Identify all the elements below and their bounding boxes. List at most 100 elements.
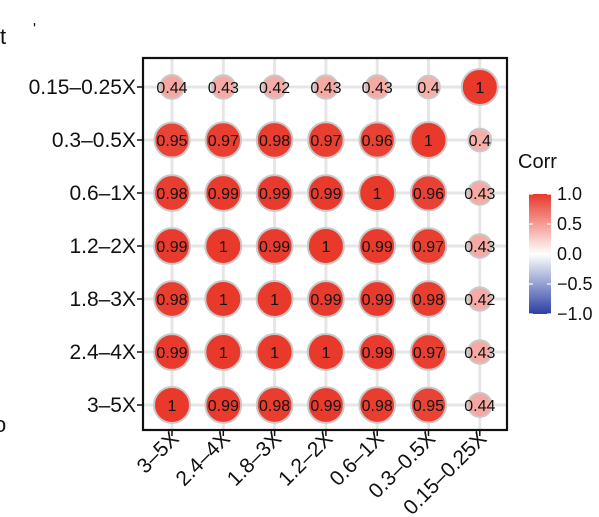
correlation-circle xyxy=(460,68,499,106)
correlation-circles xyxy=(153,68,499,424)
correlation-value-label: 0.43 xyxy=(362,80,393,97)
correlation-value-label: 0.96 xyxy=(362,133,393,150)
correlation-circle xyxy=(467,233,493,259)
correlation-circle xyxy=(358,333,397,371)
correlation-circle xyxy=(358,227,397,265)
correlation-circle xyxy=(358,280,397,318)
correlation-value-label: 0.97 xyxy=(413,345,444,362)
correlation-value-label: 0.97 xyxy=(310,133,341,150)
column-label: 1.8–3X xyxy=(223,427,286,490)
legend-tick-label: −0.5 xyxy=(557,274,593,294)
correlation-value-label: 0.99 xyxy=(362,292,393,309)
correlation-value-label: 0.99 xyxy=(362,239,393,256)
correlation-value-label: 1 xyxy=(270,292,279,309)
correlation-value-label: 0.4 xyxy=(469,133,491,150)
correlation-value-label: 0.99 xyxy=(208,398,239,415)
legend-tick-label: 0.5 xyxy=(557,214,582,234)
row-axis-labels: 0.15–0.25X 0.3–0.5X 0.6–1X 1.2–2X 1.8–3X 2.4–… xyxy=(29,76,136,417)
correlation-value-label: 0.98 xyxy=(362,398,393,415)
correlation-circle xyxy=(153,333,191,371)
column-label: 2.4–4X xyxy=(172,427,235,490)
row-label: 0.15–0.25X xyxy=(29,76,136,99)
correlation-circle xyxy=(409,227,448,265)
correlation-value-label: 0.99 xyxy=(259,186,290,203)
correlation-value-label: 0.43 xyxy=(464,345,495,362)
row-label: 1.8–3X xyxy=(69,288,136,311)
correlation-value-label: 0.97 xyxy=(208,133,239,150)
correlation-value-label: 0.98 xyxy=(259,133,290,150)
correlation-circle xyxy=(306,333,345,371)
legend-tick-label: −1.0 xyxy=(557,304,593,324)
correlation-value-label: 0.43 xyxy=(310,80,341,97)
correlation-value-label: 0.99 xyxy=(156,345,187,362)
fragment-text: o xyxy=(0,412,6,437)
column-axis-labels: 3–5X2.4–4X1.8–3X1.2–2X0.6–1X0.3–0.5X0.15… xyxy=(133,427,492,517)
correlation-circle xyxy=(306,386,345,424)
legend-tick-label: 1.0 xyxy=(557,184,582,204)
correlation-circle xyxy=(255,280,294,318)
correlation-value-label: 0.43 xyxy=(208,80,239,97)
correlation-value-label: 0.98 xyxy=(156,292,187,309)
correlation-circle xyxy=(358,174,397,212)
correlation-circle xyxy=(358,386,397,424)
row-label: 1.2–2X xyxy=(69,235,136,258)
column-axis-ticks xyxy=(171,430,481,436)
correlation-circle xyxy=(261,74,288,100)
correlation-circle xyxy=(409,121,448,159)
correlation-circle xyxy=(255,386,294,424)
correlation-circle xyxy=(204,121,243,159)
correlation-value-label: 1 xyxy=(424,133,433,150)
correlation-circle xyxy=(409,174,448,212)
correlation-circle xyxy=(467,180,493,206)
correlation-value-label: 0.42 xyxy=(464,292,495,309)
correlation-circle xyxy=(306,227,345,265)
correlation-value-label: 0.99 xyxy=(259,239,290,256)
correlation-circle xyxy=(204,333,243,371)
correlation-value-label: 1 xyxy=(475,80,484,97)
correlation-circle xyxy=(255,121,294,159)
plot-panel: 0.44 0.43 0.42 0.43 0.43 0.4 1 0.95 0.97 0.98 0.97… xyxy=(141,56,509,432)
correlation-value-label: 0.96 xyxy=(413,186,444,203)
correlation-value-label: 0.44 xyxy=(464,398,495,415)
correlation-circle xyxy=(255,174,294,212)
correlation-value-label: 1 xyxy=(219,345,228,362)
correlation-circle xyxy=(153,174,191,212)
correlation-circle xyxy=(204,227,243,265)
fragment-text: ' xyxy=(33,21,36,38)
correlation-circle xyxy=(466,392,493,418)
fragment-text: t xyxy=(0,24,6,49)
correlation-circle xyxy=(409,333,448,371)
legend: Corr 1.0 0.5 0.0 −0.5 −1.0 xyxy=(518,151,593,324)
correlation-circle xyxy=(255,333,294,371)
correlation-circle xyxy=(204,386,243,424)
legend-colorbar xyxy=(529,194,551,314)
correlation-value-label: 1 xyxy=(219,292,228,309)
correlation-value-label: 1 xyxy=(321,239,330,256)
correlation-circle xyxy=(153,386,191,424)
row-axis-ticks xyxy=(137,86,143,406)
correlation-circle xyxy=(409,386,448,424)
correlation-value-label: 0.95 xyxy=(413,398,444,415)
correlation-circle xyxy=(409,280,448,318)
correlation-value-label: 0.4 xyxy=(417,80,439,97)
correlation-values: 0.44 0.43 0.42 0.43 0.43 0.4 1 0.95 0.97 0.98 0.97… xyxy=(156,80,495,415)
legend-title: Corr xyxy=(518,151,557,173)
correlation-circle xyxy=(416,74,441,100)
correlation-value-label: 0.95 xyxy=(156,133,187,150)
correlation-circle xyxy=(467,339,493,365)
correlation-value-label: 0.43 xyxy=(464,186,495,203)
correlation-value-label: 0.97 xyxy=(413,239,444,256)
correlation-value-label: 0.98 xyxy=(413,292,444,309)
correlation-circle xyxy=(159,74,185,100)
row-label: 2.4–4X xyxy=(69,341,136,364)
correlation-circle xyxy=(364,74,391,100)
correlation-value-label: 0.43 xyxy=(464,239,495,256)
correlation-value-label: 1 xyxy=(168,398,177,415)
correlation-circle xyxy=(467,127,493,153)
row-label: 0.6–1X xyxy=(69,182,136,205)
correlation-circle xyxy=(358,121,396,159)
correlation-circle xyxy=(153,227,191,265)
correlation-value-label: 0.99 xyxy=(310,292,341,309)
correlation-value-label: 0.44 xyxy=(156,80,187,97)
